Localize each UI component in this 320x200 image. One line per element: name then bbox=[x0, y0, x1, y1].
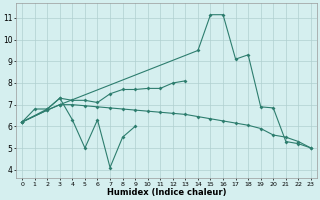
X-axis label: Humidex (Indice chaleur): Humidex (Indice chaleur) bbox=[107, 188, 226, 197]
